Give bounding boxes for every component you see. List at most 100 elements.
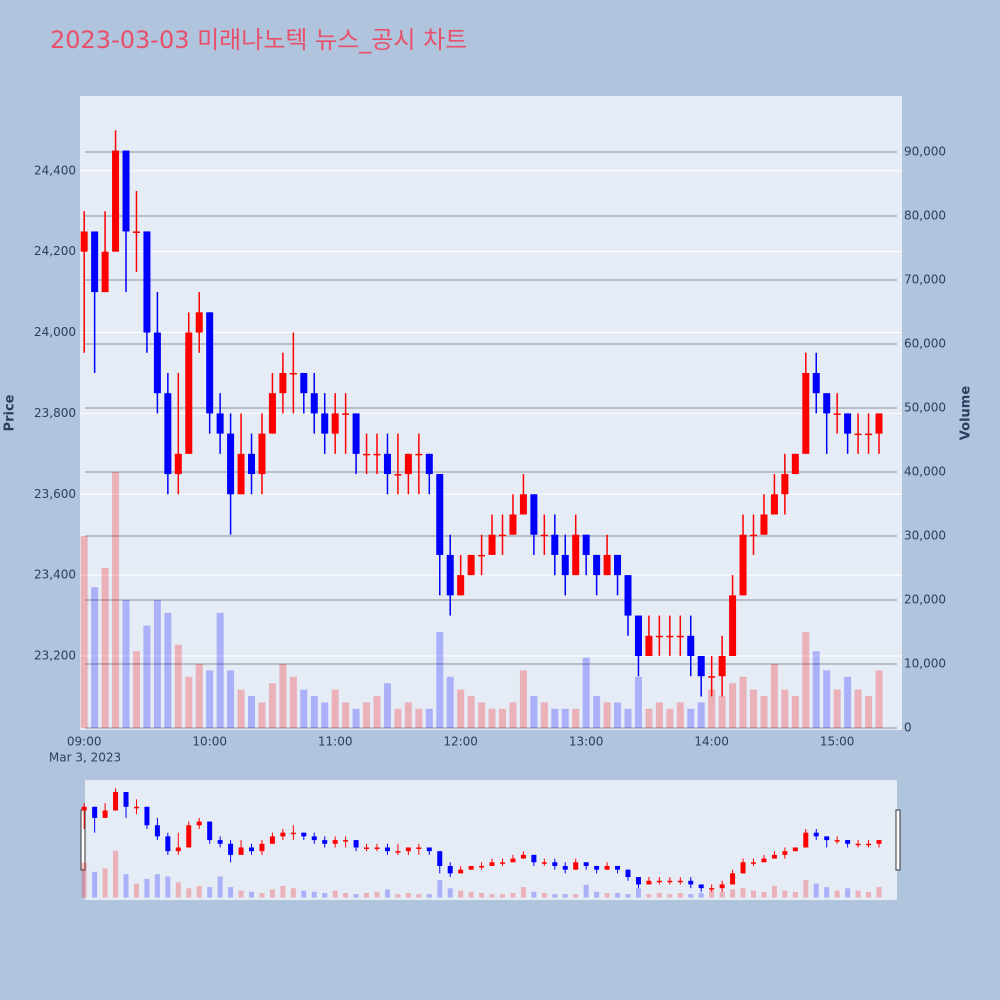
candle-body	[383, 453, 391, 475]
candle-body	[656, 880, 662, 883]
volume-bar	[676, 702, 684, 729]
y-axis-title: Price	[3, 394, 18, 431]
range-slider[interactable]	[85, 780, 897, 900]
volume-bar	[531, 891, 537, 898]
candle-body	[81, 806, 87, 811]
x-tick-label: 15:00	[820, 735, 855, 749]
candle-body	[301, 832, 307, 837]
candle-body	[594, 865, 600, 870]
volume-bar	[730, 889, 736, 898]
candle-body	[447, 865, 453, 874]
volume-bar	[153, 600, 161, 729]
candle-body	[635, 877, 641, 885]
x-tick-label: 13:00	[569, 735, 604, 749]
volume-bar	[195, 664, 203, 729]
volume-bar	[92, 871, 98, 898]
volume-bar	[101, 568, 109, 729]
x-tick-label: 10:00	[192, 735, 227, 749]
candle-body	[677, 880, 683, 883]
candle-body	[322, 840, 328, 844]
candle-body	[258, 433, 266, 475]
candle-body	[782, 851, 788, 855]
volume-bar	[394, 708, 402, 729]
volume-bar	[154, 874, 160, 898]
volume-bar	[802, 632, 810, 729]
candle-body	[761, 858, 767, 863]
candle-body	[123, 791, 129, 807]
candle-body	[217, 840, 223, 844]
volume-bar	[708, 689, 716, 729]
candle-body	[196, 821, 202, 826]
volume-bar	[667, 894, 673, 898]
volume-bar	[268, 683, 276, 729]
candle-body	[446, 554, 454, 596]
candle-body	[269, 836, 275, 844]
candle-body	[457, 575, 465, 596]
volume-bar	[666, 708, 674, 729]
volume-bar	[467, 696, 475, 729]
candle-body	[667, 880, 673, 883]
candle-body	[364, 847, 370, 849]
volume-bar	[655, 702, 663, 729]
candle-body	[404, 453, 412, 475]
volume-bar	[80, 536, 88, 729]
candle-body	[174, 453, 182, 475]
volume-bar	[479, 892, 485, 898]
candle-body	[290, 832, 296, 835]
volume-bar	[488, 708, 496, 729]
candle-body	[478, 554, 486, 557]
candle-body	[646, 880, 652, 885]
candle-body	[552, 862, 558, 866]
volume-bar	[489, 894, 495, 898]
volume-bar	[237, 689, 245, 729]
candle-body	[92, 806, 98, 818]
volume-bar	[113, 850, 119, 898]
volume-bar	[718, 696, 726, 729]
candle-body	[227, 433, 235, 495]
volume-bar	[499, 708, 507, 729]
candle-body	[153, 332, 161, 394]
volume-bar	[289, 676, 297, 729]
volume-bar	[373, 696, 381, 729]
volume-bar	[740, 888, 746, 898]
candle-body	[268, 393, 276, 434]
candle-body	[823, 393, 831, 414]
volume-bar	[436, 632, 444, 729]
volume-bar	[656, 892, 662, 898]
candle-body	[572, 534, 580, 576]
y2-tick-label: 40,000	[904, 465, 946, 479]
candle-body	[122, 150, 130, 232]
volume-bar	[866, 891, 872, 898]
volume-bar	[374, 891, 380, 898]
volume-bar	[615, 892, 621, 898]
volume-bar	[750, 890, 756, 898]
volume-bar	[500, 894, 506, 898]
volume-bar	[364, 892, 370, 898]
range-handle[interactable]	[895, 809, 901, 871]
volume-bar	[803, 880, 809, 898]
volume-bar	[530, 696, 538, 729]
candle-body	[216, 413, 224, 434]
candle-body	[551, 534, 559, 555]
candle-body	[165, 836, 171, 852]
candle-body	[593, 554, 601, 576]
candle-body	[259, 843, 265, 852]
candle-body	[373, 453, 381, 456]
candle-body	[531, 854, 537, 863]
volume-bar	[290, 888, 296, 898]
x-date-label: Mar 3, 2023	[49, 751, 121, 765]
candle-body	[865, 433, 873, 436]
candle-body	[719, 884, 725, 889]
candle-body	[855, 843, 861, 846]
candle-body	[249, 847, 255, 852]
volume-bar	[604, 892, 610, 898]
volume-bar	[833, 689, 841, 729]
candle-body	[500, 862, 506, 864]
volume-bar	[332, 890, 338, 898]
volume-bar	[216, 612, 224, 729]
volume-bar	[353, 894, 359, 898]
candle-body	[583, 862, 589, 866]
x-tick-label: 14:00	[694, 735, 729, 749]
volume-bar	[876, 887, 882, 898]
candle-body	[634, 615, 642, 657]
